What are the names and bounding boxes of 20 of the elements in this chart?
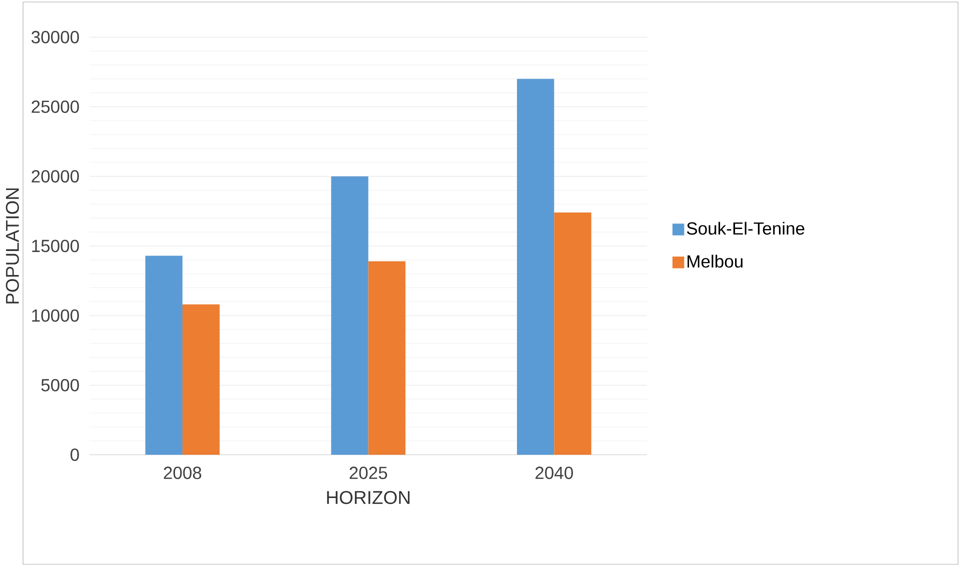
x-tick-label: 2040 (536, 466, 573, 479)
y-tick-label: 15000 (32, 240, 79, 252)
legend-label: Souk-El-Tenine (686, 222, 804, 235)
bar (368, 261, 406, 455)
y-tick-label: 25000 (32, 100, 79, 113)
bar (554, 212, 592, 455)
y-tick-label: 5000 (41, 378, 79, 392)
x-tick-label: 2025 (350, 466, 388, 479)
bar (182, 304, 220, 455)
y-tick-label: 0 (70, 448, 79, 461)
x-axis-title: HORIZON (327, 490, 410, 504)
bar (145, 256, 182, 455)
y-tick-label: 30000 (32, 30, 79, 44)
x-tick-label: 2008 (164, 466, 202, 479)
y-axis-title: POPULATION (6, 188, 19, 304)
legend-label: Melbou (688, 254, 742, 268)
bar (516, 78, 554, 455)
y-tick-label: 10000 (32, 309, 79, 322)
y-tick-label: 20000 (32, 170, 79, 182)
bar (331, 176, 368, 455)
